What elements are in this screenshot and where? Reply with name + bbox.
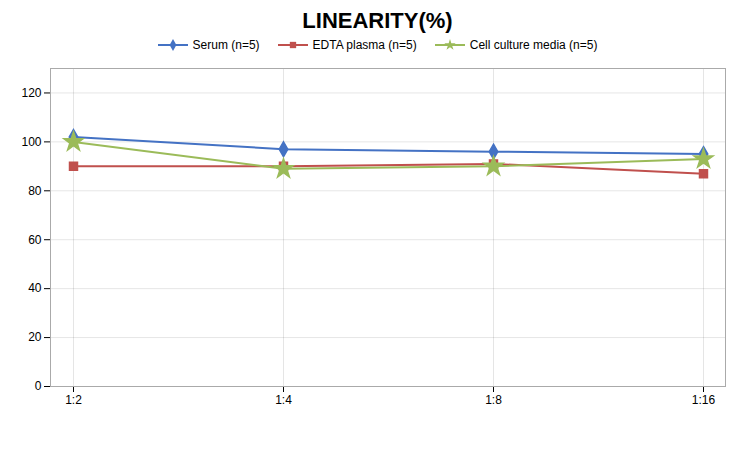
svg-text:60: 60 bbox=[28, 233, 42, 247]
svg-text:80: 80 bbox=[28, 184, 42, 198]
svg-text:1:4: 1:4 bbox=[275, 393, 292, 407]
svg-text:1:2: 1:2 bbox=[65, 393, 82, 407]
svg-text:120: 120 bbox=[21, 86, 41, 100]
svg-text:1:16: 1:16 bbox=[692, 393, 716, 407]
svg-text:1:8: 1:8 bbox=[485, 393, 502, 407]
html-text:Cell culture media (n=5): Cell culture media (n=5) bbox=[469, 38, 598, 52]
html-text:LINEARITY(%): LINEARITY(%) bbox=[302, 8, 453, 33]
html-text:Serum (n=5): Serum (n=5) bbox=[192, 38, 260, 52]
svg-text:0: 0 bbox=[35, 379, 42, 393]
html-text:EDTA plasma (n=5): EDTA plasma (n=5) bbox=[312, 38, 417, 52]
svg-text:40: 40 bbox=[28, 281, 42, 295]
svg-text:20: 20 bbox=[28, 330, 42, 344]
svg-text:100: 100 bbox=[21, 135, 41, 149]
